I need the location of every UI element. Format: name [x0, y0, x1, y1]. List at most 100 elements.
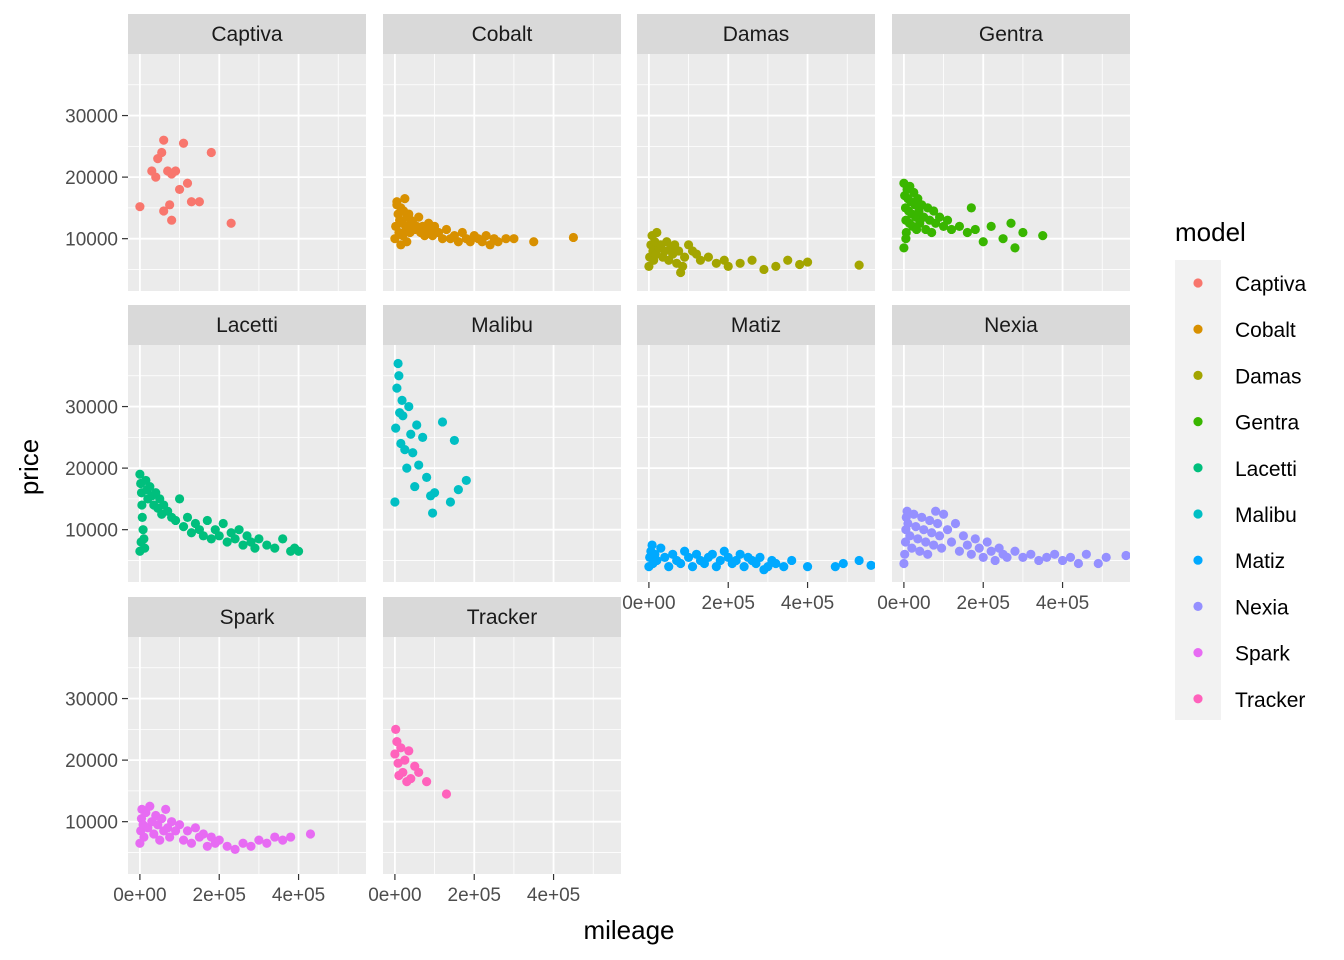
data-point: [917, 512, 927, 522]
data-point: [230, 534, 240, 544]
panel-gentra: Gentra: [892, 14, 1130, 291]
data-point: [135, 202, 145, 212]
legend-item-cobalt: Cobalt: [1193, 319, 1296, 342]
data-point: [145, 481, 155, 492]
strip-label-tracker: Tracker: [467, 606, 537, 629]
data-point: [942, 525, 953, 535]
data-point: [149, 829, 159, 839]
panel-matiz: Matiz: [637, 305, 875, 582]
data-point: [441, 789, 452, 799]
data-point: [410, 481, 420, 492]
data-point: [900, 549, 910, 559]
data-point: [394, 371, 404, 381]
data-point: [1093, 558, 1103, 569]
data-point: [935, 531, 945, 541]
x-axis-title: mileage: [583, 915, 674, 945]
legend-key: [1193, 648, 1203, 658]
panel-background: [383, 637, 621, 874]
data-point: [254, 835, 264, 845]
panel-malibu: Malibu: [383, 305, 621, 582]
x-tick-label: 4e+05: [781, 593, 834, 614]
data-point: [186, 197, 197, 207]
data-point: [171, 515, 181, 526]
data-point: [936, 543, 947, 553]
panel-nexia: Nexia: [892, 305, 1130, 582]
x-tick-label: 0e+00: [113, 885, 166, 906]
data-point: [254, 534, 264, 544]
data-point: [167, 817, 177, 827]
x-tick-label: 2e+05: [702, 593, 755, 614]
data-point: [647, 540, 657, 550]
data-point: [398, 411, 408, 421]
data-point: [1057, 555, 1068, 566]
data-point: [854, 555, 864, 566]
legend-key: [1193, 463, 1203, 473]
y-tick-label: 20000: [65, 168, 118, 189]
legend-key: [1193, 417, 1203, 427]
data-point: [206, 147, 216, 158]
data-point: [735, 258, 745, 268]
legend-label: Cobalt: [1235, 319, 1296, 342]
strip-label-damas: Damas: [723, 23, 790, 46]
data-point: [925, 515, 935, 526]
data-point: [950, 518, 961, 529]
data-point: [735, 549, 745, 559]
legend-item-gentra: Gentra: [1193, 412, 1300, 435]
data-point: [414, 767, 424, 778]
strip-background: [383, 14, 621, 54]
strip-background: [383, 305, 621, 345]
strip-label-spark: Spark: [220, 606, 275, 629]
data-point: [202, 841, 212, 851]
data-point: [739, 562, 749, 572]
data-point: [390, 497, 400, 507]
data-point: [393, 358, 403, 369]
data-point: [919, 525, 929, 535]
data-point: [136, 537, 146, 547]
x-tick-label: 4e+05: [272, 885, 325, 906]
data-point: [390, 749, 400, 759]
data-point: [986, 546, 996, 556]
data-point: [921, 537, 931, 547]
data-point: [174, 494, 185, 504]
x-tick-label: 2e+05: [448, 885, 501, 906]
legend-label: Lacetti: [1235, 458, 1297, 481]
data-point: [905, 531, 915, 541]
series-tracker: [390, 724, 452, 799]
data-point: [703, 252, 714, 262]
legend-label: Gentra: [1235, 412, 1300, 435]
series-lacetti: [135, 469, 304, 556]
strip-label-matiz: Matiz: [731, 314, 781, 337]
y-tick-label: 10000: [65, 813, 118, 834]
data-point: [838, 558, 848, 569]
data-point: [676, 558, 686, 569]
strip-background: [637, 305, 875, 345]
data-point: [954, 221, 965, 231]
legend-item-matiz: Matiz: [1193, 550, 1285, 573]
data-point: [392, 383, 402, 393]
strip-background: [892, 305, 1130, 345]
data-point: [1081, 549, 1091, 559]
strip-background: [128, 597, 366, 637]
data-point: [1050, 549, 1060, 559]
data-point: [715, 555, 725, 566]
strip-label-lacetti: Lacetti: [216, 314, 278, 337]
gridlines: [637, 345, 875, 582]
data-point: [396, 743, 406, 753]
series-damas: [644, 227, 864, 278]
y-tick-label: 10000: [65, 521, 118, 542]
data-point: [1073, 558, 1084, 569]
data-point: [178, 835, 189, 845]
data-point: [568, 232, 579, 243]
data-point: [1026, 549, 1036, 559]
data-point: [222, 841, 232, 851]
data-point: [234, 525, 244, 535]
series-spark: [135, 801, 316, 854]
data-point: [954, 546, 965, 556]
data-point: [402, 237, 412, 247]
data-point: [159, 206, 169, 216]
strip-background: [637, 14, 875, 54]
series-matiz: [644, 540, 875, 575]
legend-key-background: [1175, 260, 1221, 720]
data-point: [186, 838, 197, 848]
